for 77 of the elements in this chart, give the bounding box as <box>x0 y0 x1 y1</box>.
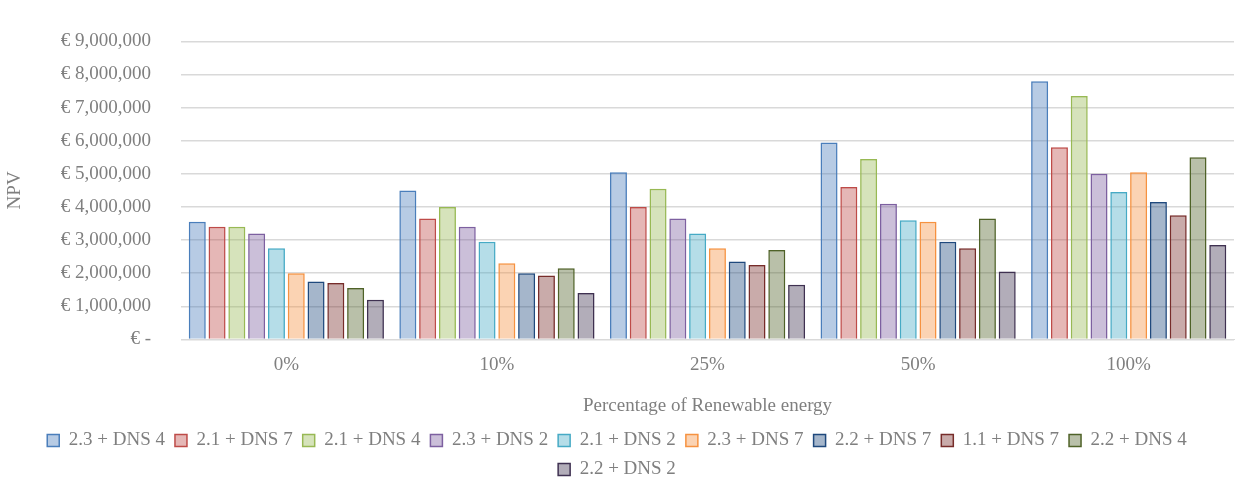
bar <box>307 281 325 339</box>
bar <box>879 203 897 339</box>
bar <box>840 187 858 339</box>
bar <box>899 220 917 339</box>
bar <box>188 221 206 339</box>
y-tick-label: € 4,000,000 <box>60 194 152 216</box>
bar <box>919 221 937 339</box>
legend-label: 2.2 + DNS 2 <box>579 457 676 479</box>
y-axis-title: NPV <box>3 171 25 210</box>
bar <box>998 271 1016 339</box>
x-tick-label: 50% <box>900 352 936 374</box>
y-tick-label: € - <box>130 327 152 349</box>
bar <box>557 268 575 339</box>
bar <box>518 273 536 339</box>
x-tick-label: 100% <box>1106 352 1152 374</box>
legend-label: 2.3 + DNS 4 <box>68 428 166 450</box>
bar <box>860 158 878 339</box>
bar <box>577 293 595 339</box>
bar <box>458 226 476 339</box>
y-tick-label: € 3,000,000 <box>60 228 152 250</box>
y-tick-label: € 8,000,000 <box>60 62 152 84</box>
y-tick-label: € 7,000,000 <box>60 95 152 117</box>
bar <box>327 283 345 339</box>
y-tick-label: € 9,000,000 <box>60 29 152 51</box>
bar <box>399 190 417 339</box>
bar <box>820 142 838 339</box>
legend-label: 2.1 + DNS 2 <box>579 428 676 450</box>
bar <box>366 299 384 339</box>
bar <box>788 284 806 339</box>
y-tick-label: € 6,000,000 <box>60 128 152 150</box>
bar <box>1110 192 1128 339</box>
bar <box>419 218 437 339</box>
bar <box>649 188 667 339</box>
x-tick-label: 0% <box>273 352 300 374</box>
y-tick-label: € 1,000,000 <box>60 294 152 316</box>
x-tick-label: 10% <box>479 352 515 374</box>
bar <box>669 218 687 339</box>
bar <box>347 288 365 339</box>
bar <box>537 275 555 339</box>
bar <box>1189 157 1207 339</box>
bar <box>228 226 246 339</box>
legend-label: 2.2 + DNS 7 <box>835 428 932 450</box>
bar <box>748 264 766 339</box>
bar <box>768 250 786 339</box>
legend-label: 2.3 + DNS 7 <box>707 428 804 450</box>
y-tick-label: € 5,000,000 <box>60 161 152 183</box>
y-tick-label: € 2,000,000 <box>60 261 152 283</box>
bar <box>438 206 456 339</box>
bar <box>1209 245 1227 339</box>
bar <box>1149 201 1167 339</box>
bar <box>248 233 266 339</box>
bar <box>939 241 957 339</box>
bar <box>267 248 285 339</box>
bar <box>708 248 726 339</box>
legend-label: 2.1 + DNS 4 <box>324 428 421 450</box>
bar <box>978 218 996 339</box>
bar <box>629 206 647 339</box>
bar <box>959 248 977 339</box>
bar <box>287 273 305 339</box>
bar <box>1070 96 1088 339</box>
legend-label: 1.1 + DNS 7 <box>962 428 1060 450</box>
bar <box>478 241 496 339</box>
bar <box>1169 215 1187 339</box>
legend-label: 2.1 + DNS 7 <box>196 428 293 450</box>
bar <box>208 226 226 339</box>
bar <box>1090 173 1108 339</box>
legend-label: 2.2 + DNS 4 <box>1090 428 1188 450</box>
bar <box>1050 147 1068 339</box>
bar <box>1130 172 1148 339</box>
x-axis-title: Percentage of Renewable energy <box>582 393 833 415</box>
bar <box>498 263 516 339</box>
bar <box>1031 81 1049 339</box>
legend-label: 2.3 + DNS 2 <box>451 428 549 450</box>
bar <box>728 261 746 339</box>
x-tick-label: 25% <box>690 352 726 374</box>
bar <box>689 233 707 339</box>
bar <box>609 172 627 339</box>
